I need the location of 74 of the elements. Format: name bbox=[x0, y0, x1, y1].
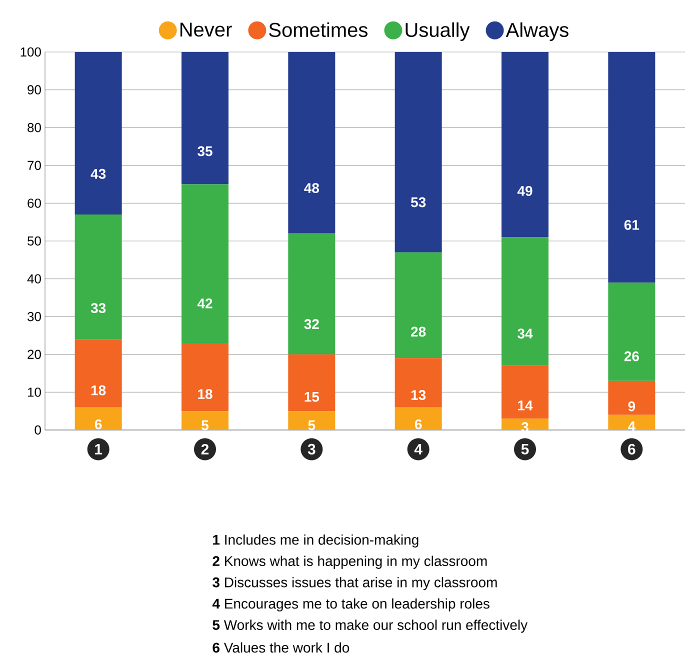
bar bbox=[288, 52, 336, 234]
bar bbox=[74, 214, 122, 340]
x-tick-label: 6 bbox=[628, 444, 636, 454]
bar bbox=[182, 343, 229, 412]
bar bbox=[182, 52, 229, 184]
data-label: 14 bbox=[518, 400, 533, 410]
data-label: 53 bbox=[410, 197, 426, 208]
bar bbox=[502, 418, 549, 430]
bar bbox=[502, 52, 549, 238]
data-label: 33 bbox=[90, 303, 106, 314]
y-tick-label: 100 bbox=[20, 47, 41, 57]
bar bbox=[182, 184, 229, 344]
x-tick-label: 3 bbox=[308, 444, 316, 455]
bar bbox=[608, 282, 656, 381]
bar bbox=[608, 52, 656, 283]
data-label: 5 bbox=[308, 420, 316, 430]
data-label: 6 bbox=[94, 419, 102, 430]
data-label: 6 bbox=[414, 419, 422, 430]
y-tick-label: 0 bbox=[34, 425, 41, 435]
y-tick-label: 50 bbox=[28, 236, 41, 246]
bar bbox=[288, 354, 336, 412]
legend-label: Never bbox=[180, 22, 232, 37]
bar bbox=[394, 358, 442, 408]
legend-label: Usually bbox=[406, 22, 470, 41]
y-tick-label: 20 bbox=[28, 350, 41, 359]
bar bbox=[502, 366, 549, 419]
data-label: 35 bbox=[198, 146, 212, 156]
text: 6 Values the work I do bbox=[212, 642, 350, 653]
y-tick-label: 40 bbox=[27, 274, 41, 284]
bar bbox=[74, 339, 122, 408]
bar bbox=[288, 411, 336, 430]
data-label: 13 bbox=[411, 390, 426, 400]
y-tick-label: 30 bbox=[28, 312, 41, 322]
y-tick-label: 90 bbox=[28, 85, 41, 94]
bar bbox=[74, 52, 122, 215]
bar bbox=[394, 52, 442, 252]
data-label: 61 bbox=[624, 220, 640, 230]
text: 4 Encourages me to take on leadership roles bbox=[212, 598, 490, 612]
data-label: 49 bbox=[517, 186, 532, 196]
bar bbox=[608, 414, 656, 430]
data-label: 26 bbox=[624, 351, 639, 362]
x-tick-label: 4 bbox=[414, 444, 422, 454]
text: 2 Knows what is happening in my classroom bbox=[212, 556, 487, 569]
x-tick-label: 5 bbox=[521, 444, 529, 454]
text: 5 Works with me to make our school run effectively bbox=[212, 620, 528, 633]
bar bbox=[502, 237, 549, 366]
data-label: 34 bbox=[518, 328, 533, 339]
bar bbox=[394, 407, 442, 430]
data-label: 5 bbox=[202, 420, 209, 430]
bar bbox=[608, 380, 656, 415]
bar bbox=[74, 407, 122, 430]
bar bbox=[182, 411, 229, 430]
data-label: 48 bbox=[304, 183, 320, 194]
text: 1 Includes me in decision-making bbox=[213, 534, 418, 548]
y-tick-label: 80 bbox=[28, 122, 41, 132]
x-tick-label: 1 bbox=[95, 444, 102, 454]
data-label: 43 bbox=[90, 168, 106, 179]
data-label: 15 bbox=[304, 392, 320, 402]
legend-label: Always bbox=[506, 22, 568, 41]
data-label: 28 bbox=[411, 326, 426, 337]
data-label: 9 bbox=[628, 401, 636, 412]
bar bbox=[394, 252, 442, 358]
legend-label: Sometimes bbox=[269, 22, 368, 38]
x-tick-label: 2 bbox=[201, 444, 209, 454]
data-label: 18 bbox=[198, 389, 212, 400]
data-label: 32 bbox=[304, 319, 319, 330]
data-label: 18 bbox=[91, 385, 106, 396]
text: 3 Discusses issues that arise in my classroom bbox=[212, 577, 497, 590]
y-tick-label: 60 bbox=[28, 198, 41, 208]
y-tick-label: 10 bbox=[28, 388, 41, 397]
bar bbox=[288, 233, 336, 354]
y-tick-label: 70 bbox=[28, 160, 41, 170]
data-label: 42 bbox=[197, 298, 212, 308]
data-label: 4 bbox=[628, 421, 636, 432]
